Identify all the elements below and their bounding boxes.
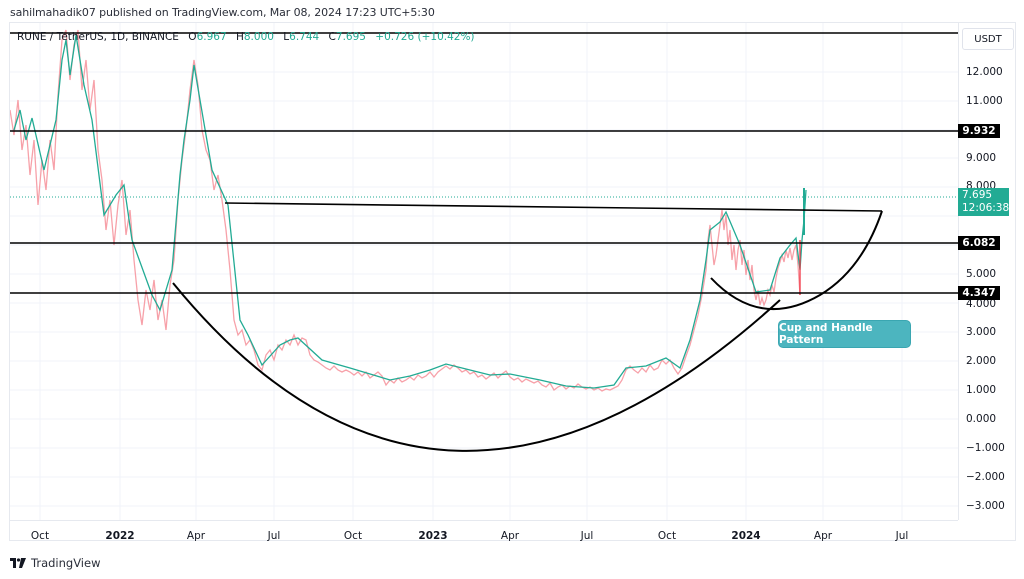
- cup-curve: [172, 282, 781, 452]
- currency-selector[interactable]: USDT: [962, 28, 1014, 50]
- current-price-tag: 7.695 12:06:38: [958, 188, 1009, 216]
- grid-lines: [10, 23, 958, 520]
- time-axis[interactable]: [10, 520, 958, 541]
- chart-plot-area[interactable]: [10, 23, 958, 520]
- cup-and-handle-label[interactable]: Cup and Handle Pattern: [778, 320, 911, 348]
- handle-curve: [710, 210, 883, 311]
- x-tick: Jul: [895, 530, 909, 542]
- x-tick-year: 2022: [105, 530, 135, 542]
- x-tick: Apr: [500, 530, 520, 542]
- y-tick: 9.000: [966, 152, 997, 164]
- x-tick-year: 2024: [731, 530, 761, 542]
- bar-countdown: 12:06:38: [962, 202, 1010, 214]
- y-tick: −1.000: [966, 442, 1005, 454]
- y-tick: 0.000: [966, 413, 997, 425]
- symbol-name: RUNE / TetherUS, 1D, BINANCE: [17, 31, 179, 43]
- high-value: 8.000: [243, 31, 274, 43]
- y-tick: 12.000: [966, 66, 1003, 78]
- level-tag-6082: 6.082: [958, 236, 1000, 250]
- y-tick: 4.000: [966, 298, 997, 310]
- tradingview-logo-icon: [10, 558, 26, 568]
- x-tick: Jul: [580, 530, 594, 542]
- publish-info: sahilmahadik07 published on TradingView.…: [10, 6, 435, 19]
- y-tick: 5.000: [966, 268, 997, 280]
- open-value: 6.967: [196, 31, 227, 43]
- y-tick: −2.000: [966, 471, 1005, 483]
- x-tick-year: 2023: [418, 530, 448, 542]
- x-tick: Apr: [813, 530, 833, 542]
- y-tick: 11.000: [966, 95, 1003, 107]
- price-axis[interactable]: [958, 23, 1017, 520]
- tradingview-brand[interactable]: TradingView: [10, 556, 100, 570]
- symbol-legend: RUNE / TetherUS, 1D, BINANCE O6.967 H8.0…: [17, 31, 475, 43]
- y-tick: 2.000: [966, 355, 997, 367]
- low-value: 6.744: [289, 31, 320, 43]
- chart-frame: [9, 22, 1016, 541]
- neckline: [224, 202, 883, 212]
- x-tick: Jul: [267, 530, 281, 542]
- x-tick: Oct: [30, 530, 50, 542]
- candlestick-series: [10, 29, 801, 392]
- y-tick: 1.000: [966, 384, 997, 396]
- y-tick: 3.000: [966, 326, 997, 338]
- candlestick-series-up: [13, 34, 807, 389]
- current-price: 7.695: [962, 189, 993, 201]
- level-tag-4347: 4.347: [958, 286, 1000, 300]
- x-tick: Oct: [657, 530, 677, 542]
- x-tick: Apr: [186, 530, 206, 542]
- level-tag-9932: 9.932: [958, 124, 1000, 138]
- change-value: +0.726 (+10.42%): [375, 31, 475, 43]
- close-value: 7.695: [335, 31, 366, 43]
- support-resistance-levels: [10, 32, 958, 294]
- tradingview-wordmark: TradingView: [31, 556, 101, 570]
- y-tick: −3.000: [966, 500, 1005, 512]
- chart-canvas[interactable]: [10, 23, 958, 520]
- x-tick: Oct: [343, 530, 363, 542]
